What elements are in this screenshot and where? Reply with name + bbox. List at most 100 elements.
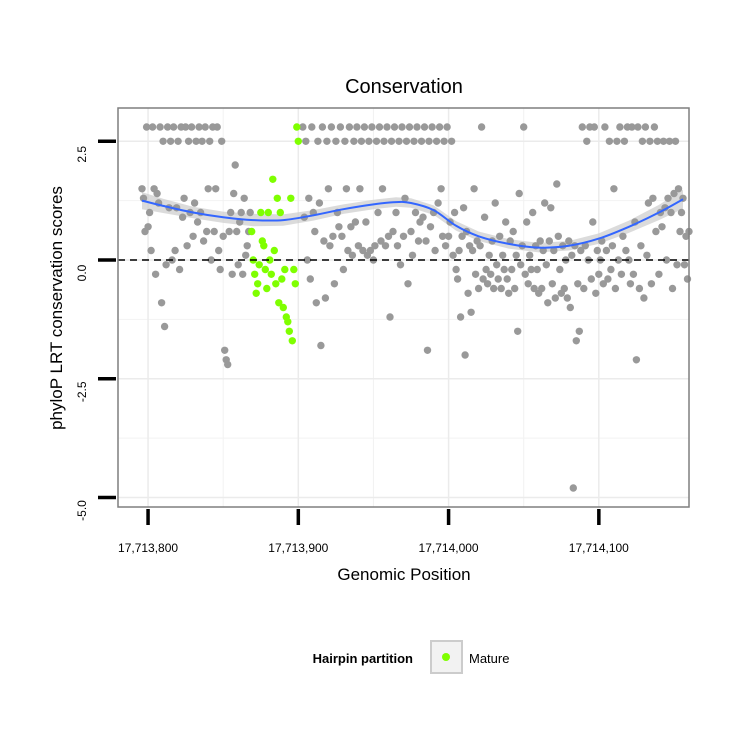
point-other-287 (620, 137, 629, 145)
point-other-139 (398, 123, 406, 131)
point-other-327 (680, 261, 689, 269)
point-other-192 (477, 123, 486, 131)
point-other-301 (641, 123, 650, 131)
point-other-218 (517, 261, 525, 269)
point-other-21 (169, 123, 178, 131)
point-other-292 (628, 123, 636, 131)
point-other-87 (320, 237, 328, 245)
legend: Hairpin partition Mature (313, 640, 509, 674)
point-other-257 (575, 327, 583, 335)
point-other-188 (471, 270, 480, 278)
point-mature-19 (276, 208, 284, 217)
point-other-67 (239, 270, 247, 278)
point-other-55 (221, 346, 229, 354)
point-other-124 (375, 123, 384, 131)
point-other-317 (665, 137, 674, 145)
point-other-155 (422, 237, 430, 245)
point-other-42 (201, 123, 209, 131)
point-other-78 (306, 275, 314, 283)
point-other-114 (360, 123, 369, 131)
point-other-227 (530, 284, 538, 293)
panel-border (117, 107, 690, 508)
point-other-113 (359, 246, 367, 255)
point-other-126 (378, 185, 387, 193)
point-other-101 (341, 137, 349, 145)
point-other-9 (151, 270, 160, 278)
point-other-177 (455, 246, 463, 255)
point-other-156 (423, 346, 432, 354)
point-other-299 (638, 137, 647, 145)
point-other-134 (390, 123, 399, 131)
point-other-127 (380, 137, 388, 145)
point-other-150 (414, 237, 423, 245)
point-other-308 (652, 227, 660, 236)
x-tick-label-2: 17,714,000 (419, 541, 479, 555)
point-other-318 (667, 208, 675, 217)
point-other-247 (560, 284, 568, 293)
point-other-19 (166, 137, 175, 145)
point-other-180 (459, 204, 468, 212)
point-other-251 (566, 303, 574, 312)
point-other-312 (658, 223, 666, 231)
point-other-25 (175, 265, 184, 274)
point-other-10 (153, 189, 161, 198)
point-other-43 (203, 227, 211, 236)
point-other-217 (515, 189, 523, 198)
point-other-34 (189, 232, 197, 240)
point-other-174 (450, 208, 459, 217)
point-mature-24 (284, 318, 292, 326)
point-other-303 (644, 199, 653, 207)
point-mature-3 (252, 289, 260, 297)
point-other-261 (581, 242, 589, 250)
point-mature-6 (257, 208, 265, 217)
point-other-168 (441, 242, 450, 250)
point-other-288 (622, 246, 630, 255)
chart-title: Conservation (345, 76, 463, 98)
point-other-252 (568, 251, 576, 259)
point-other-215 (512, 251, 520, 259)
point-other-274 (601, 123, 609, 131)
point-other-197 (485, 251, 493, 259)
point-other-225 (527, 265, 535, 274)
point-mature-5 (255, 261, 263, 269)
point-other-99 (338, 232, 346, 240)
point-other-161 (431, 246, 439, 255)
point-other-226 (529, 208, 537, 217)
point-other-283 (614, 256, 623, 264)
point-other-307 (650, 123, 659, 131)
point-other-107 (350, 137, 358, 145)
point-other-27 (178, 213, 187, 221)
point-other-198 (487, 270, 495, 278)
x-tick-label-1: 17,713,900 (268, 541, 328, 555)
point-other-205 (497, 284, 505, 293)
point-other-201 (491, 199, 499, 207)
point-other-51 (215, 246, 223, 255)
point-other-33 (187, 123, 196, 131)
legend-key-mature (430, 640, 463, 674)
point-other-125 (377, 237, 385, 245)
point-other-133 (389, 227, 397, 236)
point-mature-27 (288, 337, 296, 345)
x-axis-title: Genomic Position (337, 565, 470, 584)
point-other-315 (662, 256, 671, 264)
point-other-28 (180, 194, 188, 202)
point-mature-9 (261, 265, 269, 274)
point-other-158 (426, 223, 435, 231)
point-other-209 (503, 275, 511, 283)
point-other-112 (357, 137, 366, 145)
point-mature-26 (287, 194, 295, 202)
plot-panel (117, 107, 693, 508)
point-other-130 (384, 232, 393, 240)
point-other-241 (551, 294, 559, 302)
point-other-53 (218, 137, 226, 145)
point-other-276 (604, 275, 612, 283)
point-other-58 (225, 227, 233, 236)
x-tick-label-3: 17,714,100 (569, 541, 629, 555)
point-other-57 (224, 360, 232, 369)
legend-label-mature: Mature (469, 651, 509, 666)
point-other-136 (393, 242, 402, 250)
point-other-162 (432, 137, 441, 145)
point-mature-31 (294, 137, 302, 145)
point-other-0 (138, 185, 146, 193)
